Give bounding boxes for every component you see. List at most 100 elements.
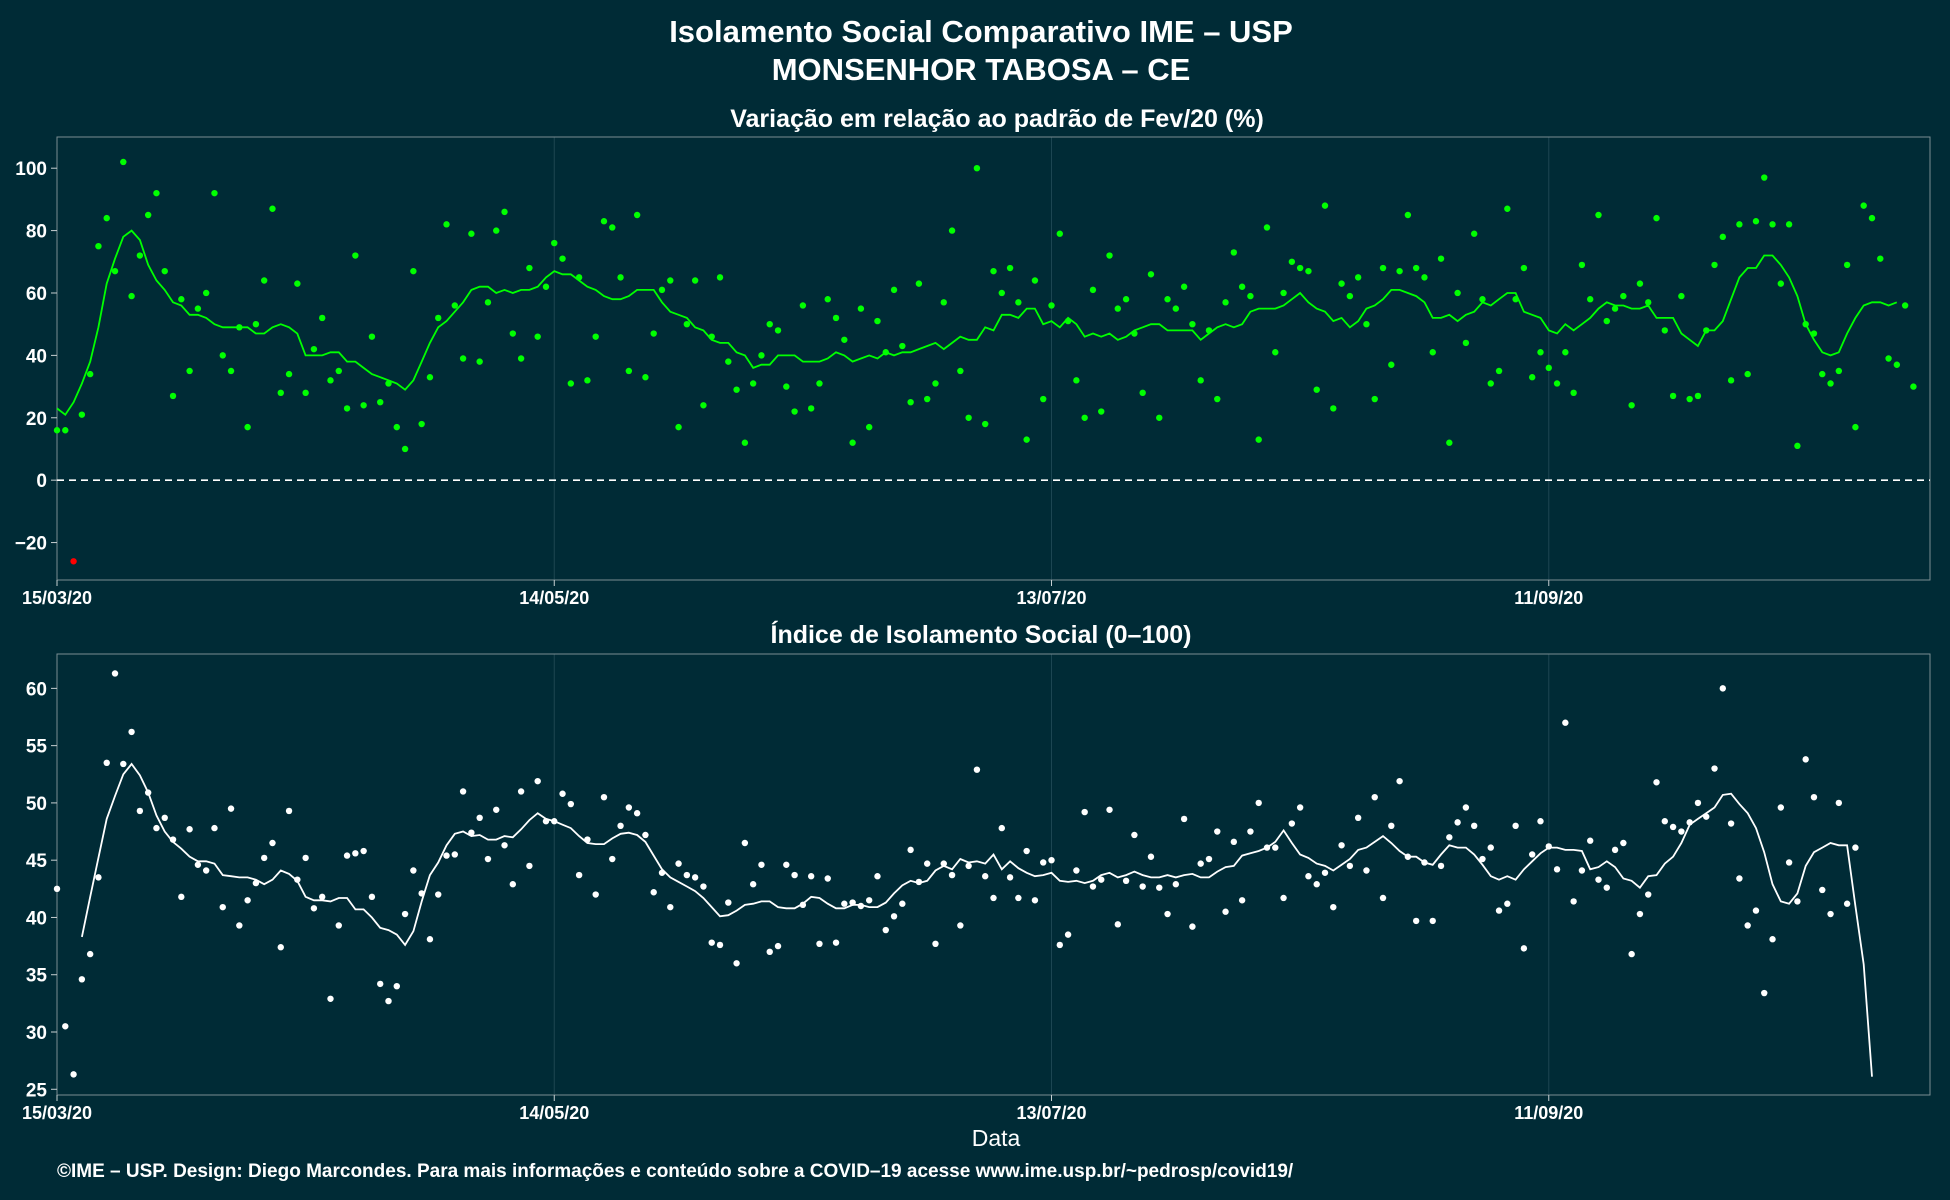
data-point [1719, 685, 1727, 692]
data-point [1139, 883, 1146, 890]
data-point [153, 189, 160, 197]
data-point [1280, 289, 1287, 297]
data-point [1272, 349, 1279, 356]
data-point [1744, 922, 1751, 929]
data-point [965, 862, 972, 870]
data-point [1785, 859, 1793, 866]
data-point [484, 299, 492, 306]
data-point [1694, 392, 1702, 400]
data-point [86, 370, 94, 378]
data-point [857, 902, 865, 910]
data-point [327, 995, 334, 1002]
data-point [1296, 264, 1304, 272]
data-point [1172, 305, 1180, 312]
data-point [1230, 838, 1238, 846]
data-point [617, 822, 624, 830]
data-point [1114, 921, 1122, 928]
data-point [882, 926, 889, 934]
data-point [509, 330, 517, 337]
data-point [658, 869, 666, 876]
data-point [319, 314, 326, 322]
data-point [567, 800, 575, 808]
x-tick-label: 13/07/20 [1016, 1103, 1086, 1123]
data-point [1131, 831, 1138, 839]
y-tick-label: 55 [26, 737, 48, 758]
data-point [144, 789, 152, 796]
data-point [1810, 793, 1818, 801]
data-point [1537, 349, 1544, 356]
data-point [1379, 894, 1387, 902]
data-point [1868, 214, 1876, 222]
data-point [1852, 423, 1859, 431]
data-point [1512, 822, 1519, 830]
data-point [335, 922, 342, 929]
data-point [70, 1071, 77, 1078]
data-point [1238, 283, 1246, 290]
data-point [260, 277, 268, 284]
data-point [368, 333, 376, 340]
data-point [294, 876, 301, 883]
data-point [1645, 891, 1652, 898]
data-point [1719, 233, 1727, 241]
data-point [749, 881, 757, 888]
data-point [1247, 292, 1254, 300]
data-point [1338, 842, 1345, 849]
data-point [1603, 317, 1610, 325]
data-point [426, 936, 434, 943]
data-point [1653, 214, 1660, 222]
data-point [1238, 897, 1246, 904]
data-point [783, 861, 790, 868]
data-point [1131, 330, 1138, 337]
data-point [202, 867, 210, 874]
data-point [691, 874, 699, 881]
data-point [832, 314, 840, 322]
data-point [1446, 439, 1453, 446]
data-point [1504, 900, 1511, 907]
data-point [1819, 370, 1826, 378]
data-point [1098, 408, 1105, 415]
data-point [1537, 818, 1544, 825]
data-point [667, 903, 674, 911]
data-point [1686, 395, 1693, 403]
data-point [932, 380, 939, 387]
data-point [1429, 349, 1436, 356]
data-point [418, 890, 425, 897]
data-point [700, 402, 707, 409]
data-point [642, 831, 649, 839]
data-point [1089, 883, 1097, 890]
data-point [998, 289, 1005, 297]
data-point [1429, 917, 1436, 925]
data-point [725, 899, 732, 906]
chart-title: Isolamento Social Comparativo IME – USP [669, 14, 1293, 49]
data-point [343, 405, 351, 412]
footer-credit: ©IME – USP. Design: Diego Marcondes. Par… [57, 1161, 1294, 1182]
data-point [948, 871, 956, 879]
data-point [517, 355, 525, 362]
data-point [78, 411, 86, 418]
data-point [1073, 867, 1080, 874]
data-point [584, 377, 591, 384]
data-point [1197, 377, 1204, 384]
data-point [1802, 756, 1809, 763]
data-point [1794, 898, 1801, 905]
data-point [890, 913, 898, 920]
y-tick-label: 60 [26, 284, 47, 305]
data-point [1587, 837, 1594, 844]
data-point [1553, 866, 1561, 873]
data-point [716, 941, 724, 949]
data-point [551, 818, 558, 825]
data-point [136, 807, 144, 815]
data-point [410, 867, 417, 874]
data-point [1330, 903, 1337, 911]
data-point [202, 289, 210, 297]
data-point [1214, 828, 1221, 835]
y-tick-label: −20 [15, 534, 47, 555]
data-point [1528, 851, 1536, 858]
data-point [186, 367, 193, 375]
data-point [1528, 374, 1536, 381]
data-point [1363, 320, 1370, 328]
y-tick-label: 40 [26, 346, 47, 367]
data-point [1454, 289, 1461, 297]
data-point [1661, 818, 1668, 825]
data-point [111, 670, 119, 677]
